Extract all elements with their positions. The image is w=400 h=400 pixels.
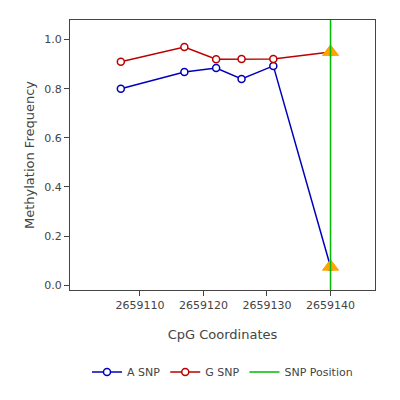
svg-text:G SNP: G SNP [205,366,239,379]
svg-text:2659130: 2659130 [242,299,291,312]
svg-text:SNP Position: SNP Position [284,366,352,379]
svg-text:A SNP: A SNP [127,366,160,379]
svg-text:1.0: 1.0 [44,33,62,46]
svg-text:2659120: 2659120 [179,299,228,312]
svg-text:2659140: 2659140 [306,299,355,312]
svg-text:2659110: 2659110 [115,299,164,312]
svg-text:0.2: 0.2 [44,230,62,243]
svg-text:0.8: 0.8 [44,83,62,96]
svg-text:0.0: 0.0 [44,279,62,292]
svg-text:CpG Coordinates: CpG Coordinates [168,327,278,342]
svg-text:0.4: 0.4 [44,181,62,194]
svg-text:Methylation Frequency: Methylation Frequency [22,81,37,229]
svg-text:0.6: 0.6 [44,132,62,145]
